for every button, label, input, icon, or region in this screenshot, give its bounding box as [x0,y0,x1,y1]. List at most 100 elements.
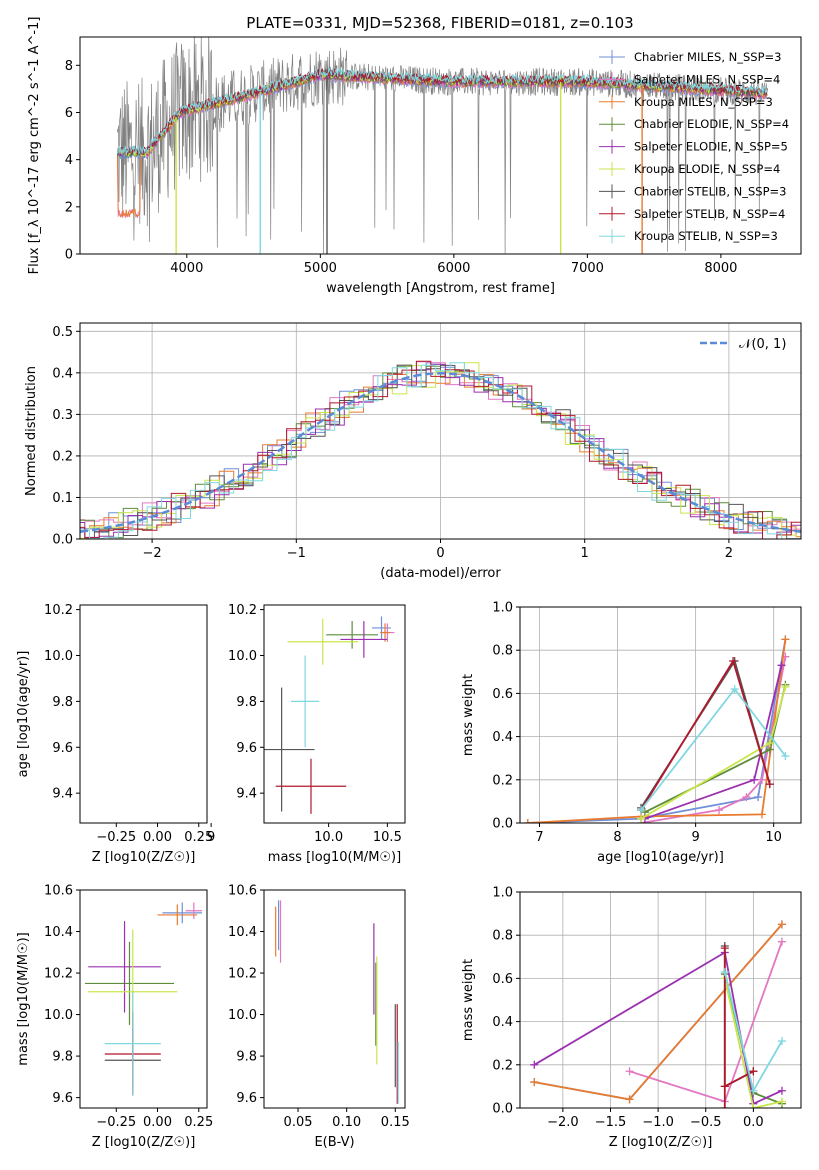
x-tick-label: 5000 [304,261,337,276]
y-tick-label: 0.2 [492,1058,513,1073]
normal-curve [80,372,801,533]
axes-frame [519,606,802,824]
x-tick-label: −0.25 [96,830,136,845]
weight-marker [749,1086,758,1095]
legend-label: Kroupa ELODIE, N_SSP=4 [634,162,780,176]
weight-line [723,948,754,1108]
y-tick-label: 0.5 [52,325,73,340]
y-tick-label: 10.0 [228,1008,257,1023]
weight-line [723,978,783,1108]
weight-marker [777,920,786,929]
axes-frame [263,604,406,824]
weight-marker [715,806,724,815]
y-tick-label: 10.4 [228,925,257,940]
x-tick-label: −0.5 [690,1115,722,1130]
legend-label: Salpeter ELODIE, N_SSP=5 [634,140,788,154]
y-tick-label: 9.6 [236,741,257,756]
weight-marker [523,819,532,823]
x-tick-label: −1 [287,546,306,561]
y-tick-label: 9.8 [52,695,73,710]
y-tick-label: 0.6 [492,687,513,702]
errorbars [85,614,202,814]
y-tick-label: 0.2 [52,449,73,464]
axes-frame [79,604,208,824]
y-tick-label: 9.4 [236,787,257,802]
weight-marker [777,937,786,946]
weight-marker [636,814,645,823]
y-tick-label: 9.4 [52,787,73,802]
ebv-mass-panel: 0.05 0.10 0.15 9.6 9.8 10.0 10.2 10.4 10.6 E(B-V) [228,884,410,1151]
weight-line [723,946,754,1088]
x-tick-label: 0.25 [184,1115,213,1130]
weight-marker [749,1067,758,1076]
metallicity-mass-panel: −0.25 0.00 0.25 9.6 9.8 10.0 10.2 10.4 10.6 Z [lo… [16,884,213,1151]
x-tick-label: 0.0 [743,1115,764,1130]
x-tick-label: 0.00 [143,830,172,845]
weight-marker [742,793,751,802]
x-tick-label: 10.5 [373,830,402,845]
y-tick-label: 0.4 [492,1015,513,1030]
y-axis-label: Normed distribution [24,366,39,496]
y-tick-label: 9.8 [236,1050,257,1065]
axes-frame [79,36,802,255]
legend-label: Chabrier ELODIE, N_SSP=4 [634,117,789,131]
axes-frame [519,891,802,1109]
weight-line [644,665,783,820]
spectrum-curves [116,37,768,254]
weight-marker [765,780,774,789]
age-mass-weight-panel: 7 8 9 10 0.0 0.2 0.4 0.6 0.8 1.0 age [log10(age/yr… [461,601,802,865]
weight-marker [781,752,790,761]
x-tick-label: 0.05 [284,1115,313,1130]
x-axis-label: (data-model)/error [380,566,501,581]
residual-histogram-panel: −2 −1 0 1 2 0.0 0.1 0.2 0.3 0.4 0.5 (data-model)/er… [24,322,802,581]
x-tick-label: 6000 [437,261,470,276]
weight-marker [777,661,786,670]
axes-frame [79,322,802,540]
x-tick-label: 9 [691,830,699,845]
weight-marker [750,775,759,784]
weight-marker [765,739,774,748]
x-tick-label: 9 [207,830,215,845]
y-tick-label: 10.2 [228,967,257,982]
histograms [80,360,801,539]
legend-label: Chabrier MILES, N_SSP=3 [634,50,781,64]
weight-marker [720,967,729,976]
metallicity-age-panel: −0.25 0.00 0.25 9.4 9.6 9.8 10.0 10.2 Z [log10(Z… [16,603,213,865]
y-tick-label: 10.0 [228,649,257,664]
x-tick-label: 7 [535,830,543,845]
y-axis-label: mass weight [461,959,476,1041]
weight-lines [530,920,786,1108]
weight-marker [530,1060,539,1069]
x-tick-label: 0.25 [184,830,213,845]
y-tick-label: 8 [65,59,73,74]
x-tick-label: 1 [581,546,589,561]
y-tick-label: 0.0 [492,817,513,832]
y-tick-label: 10.6 [228,884,257,899]
x-tick-label: −1.0 [642,1115,674,1130]
x-axis-label: mass [log10(M/M☉)] [268,850,401,865]
y-tick-label: 10.0 [44,649,73,664]
weight-marker [754,793,763,802]
weight-marker [720,1104,729,1108]
y-tick-label: 10.0 [44,1008,73,1023]
y-axis-label: Flux [f_λ 10^-17 erg cm^-2 s^-1 A^-1] [27,17,42,275]
x-tick-label: −2.0 [547,1115,579,1130]
weight-marker [530,1078,539,1087]
legend-label: Chabrier STELIB, N_SSP=3 [634,184,786,198]
y-tick-label: 0.4 [52,366,73,381]
y-tick-label: 10.2 [44,603,73,618]
y-tick-label: 0.4 [492,730,513,745]
x-tick-label: 0.10 [332,1115,361,1130]
x-tick-label: 8000 [704,261,737,276]
y-tick-label: 0.8 [492,644,513,659]
x-tick-label: 4000 [170,261,203,276]
errorbars [275,900,399,1104]
y-tick-label: 10.6 [44,884,73,899]
weight-marker [720,1082,729,1091]
y-tick-label: 0.3 [52,408,73,423]
weight-marker [749,1104,758,1108]
y-tick-label: 0.2 [492,773,513,788]
y-tick-label: 0.0 [492,1102,513,1117]
weight-marker [625,1067,634,1076]
